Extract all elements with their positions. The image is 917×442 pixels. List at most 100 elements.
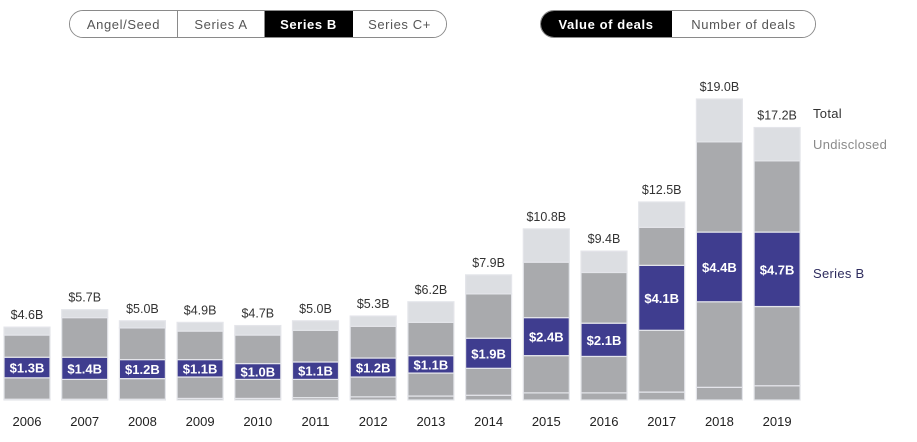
total-value-label: $19.0B xyxy=(700,80,740,94)
bar-segment-series-a-2011 xyxy=(291,378,340,399)
series-b-value-label: $1.1B xyxy=(183,361,218,376)
bar-segment-undisclosed-2010 xyxy=(234,324,282,336)
bar-segment-series-b-2018 xyxy=(695,231,744,303)
bar-segment-undisclosed-2018 xyxy=(695,98,744,143)
bar-segment-series-a-2012 xyxy=(349,376,397,398)
bar-segment-series-a-2015 xyxy=(522,355,570,394)
bar-segment-series-a-2017 xyxy=(638,329,686,393)
bar-segment-undisclosed-2019 xyxy=(753,126,801,162)
bar-segment-series-a-2007 xyxy=(61,378,109,400)
bar-segment-undisclosed-2012 xyxy=(349,315,397,327)
series-b-value-label: $1.4B xyxy=(67,361,102,376)
x-tick-label: 2015 xyxy=(532,414,561,429)
bar-segment-series-c--2007 xyxy=(61,317,109,358)
bar-segment-series-c--2012 xyxy=(349,325,397,359)
bar-segment-undisclosed-2017 xyxy=(638,201,686,228)
series-b-value-label: $2.4B xyxy=(529,330,564,345)
bar-segment-series-a-2008 xyxy=(118,378,167,400)
series-b-value-label: $1.2B xyxy=(356,361,391,376)
bar-segment-undisclosed-2016 xyxy=(580,250,628,274)
bar-segment-undisclosed-2008 xyxy=(118,320,167,329)
series-b-value-label: $1.1B xyxy=(414,357,449,372)
bar-segment-series-c--2009 xyxy=(176,330,224,361)
total-value-label: $12.5B xyxy=(642,183,682,197)
x-tick-label: 2006 xyxy=(13,414,42,429)
x-tick-label: 2011 xyxy=(302,414,330,429)
x-tick-label: 2017 xyxy=(647,414,676,429)
x-tick-label: 2018 xyxy=(705,414,734,429)
bar-segment-angel-seed-2019 xyxy=(753,385,801,401)
series-b-value-label: $4.1B xyxy=(644,291,679,306)
stage-tab-group: Angel/Seed Series A Series B Series C+ xyxy=(69,10,447,38)
bar-segment-series-b-2017 xyxy=(638,264,686,331)
bar-segment-series-c--2017 xyxy=(638,226,686,266)
series-b-value-label: $1.1B xyxy=(298,364,333,379)
series-b-value-label: $1.2B xyxy=(125,362,160,377)
series-b-value-label: $1.3B xyxy=(10,361,45,376)
total-value-label: $10.8B xyxy=(526,210,566,224)
bar-segment-series-c--2018 xyxy=(695,141,744,233)
x-tick-label: 2014 xyxy=(474,414,503,429)
bar-segment-series-c--2010 xyxy=(234,334,282,365)
bar-segment-undisclosed-2009 xyxy=(176,321,224,332)
bar-segment-series-c--2016 xyxy=(580,271,628,324)
metric-tab-group: Value of deals Number of deals xyxy=(540,10,816,38)
bar-segment-series-c--2013 xyxy=(407,321,455,357)
x-tick-label: 2019 xyxy=(763,414,792,429)
x-tick-label: 2012 xyxy=(359,414,388,429)
bar-segment-undisclosed-2015 xyxy=(522,228,570,263)
bar-segment-angel-seed-2014 xyxy=(465,394,513,401)
x-tick-label: 2016 xyxy=(590,414,619,429)
bar-segment-undisclosed-2007 xyxy=(61,309,109,319)
total-value-label: $6.2B xyxy=(415,283,448,297)
bar-segment-series-a-2018 xyxy=(695,301,744,388)
bar-segment-angel-seed-2015 xyxy=(522,392,570,401)
bar-segment-series-b-2014 xyxy=(465,337,513,369)
bar-segment-series-a-2010 xyxy=(234,378,282,400)
bar-segment-series-c--2014 xyxy=(465,293,513,339)
total-value-label: $5.0B xyxy=(126,302,159,316)
bar-segment-angel-seed-2018 xyxy=(695,386,744,401)
legend-total: Total xyxy=(813,106,842,121)
bar-segment-series-a-2016 xyxy=(580,355,628,394)
series-b-value-label: $4.7B xyxy=(760,262,795,277)
bar-segment-undisclosed-2006 xyxy=(3,326,51,336)
tab-series-a[interactable]: Series A xyxy=(178,11,265,37)
tab-number-of-deals[interactable]: Number of deals xyxy=(672,11,815,37)
tab-angel-seed[interactable]: Angel/Seed xyxy=(70,11,178,37)
total-value-label: $7.9B xyxy=(472,256,505,270)
bar-segment-undisclosed-2013 xyxy=(407,301,455,323)
bar-segment-series-c--2019 xyxy=(753,160,801,233)
series-b-value-label: $1.0B xyxy=(240,364,275,379)
x-tick-label: 2009 xyxy=(186,414,215,429)
bar-segment-series-c--2006 xyxy=(3,334,51,358)
total-value-label: $5.0B xyxy=(299,302,332,316)
legend-undisclosed: Undisclosed xyxy=(813,137,888,152)
x-tick-label: 2007 xyxy=(70,414,99,429)
total-value-label: $4.9B xyxy=(184,303,217,317)
series-b-value-label: $1.9B xyxy=(471,346,506,361)
x-tick-label: 2010 xyxy=(243,414,272,429)
bar-segment-series-a-2013 xyxy=(407,372,455,397)
total-value-label: $17.2B xyxy=(757,109,797,123)
x-tick-label: 2008 xyxy=(128,414,157,429)
series-b-value-label: $4.4B xyxy=(702,260,737,275)
bar-segment-series-a-2019 xyxy=(753,305,801,387)
tab-series-b[interactable]: Series B xyxy=(265,11,353,37)
series-b-value-label: $2.1B xyxy=(587,333,622,348)
total-value-label: $4.7B xyxy=(241,307,274,321)
total-value-label: $9.4B xyxy=(588,232,621,246)
bar-segment-undisclosed-2014 xyxy=(465,274,513,295)
total-value-label: $5.3B xyxy=(357,297,390,311)
bar-segment-series-c--2015 xyxy=(522,261,570,319)
x-tick-label: 2013 xyxy=(416,414,445,429)
bar-segment-undisclosed-2011 xyxy=(291,320,340,331)
bar-segment-series-a-2009 xyxy=(176,376,224,400)
bar-segment-series-a-2006 xyxy=(3,377,51,400)
tab-value-of-deals[interactable]: Value of deals xyxy=(541,11,672,37)
bar-segment-series-b-2015 xyxy=(522,317,570,357)
total-value-label: $5.7B xyxy=(68,291,101,305)
tab-series-c-plus[interactable]: Series C+ xyxy=(353,11,446,37)
bar-segment-series-b-2016 xyxy=(580,322,628,358)
